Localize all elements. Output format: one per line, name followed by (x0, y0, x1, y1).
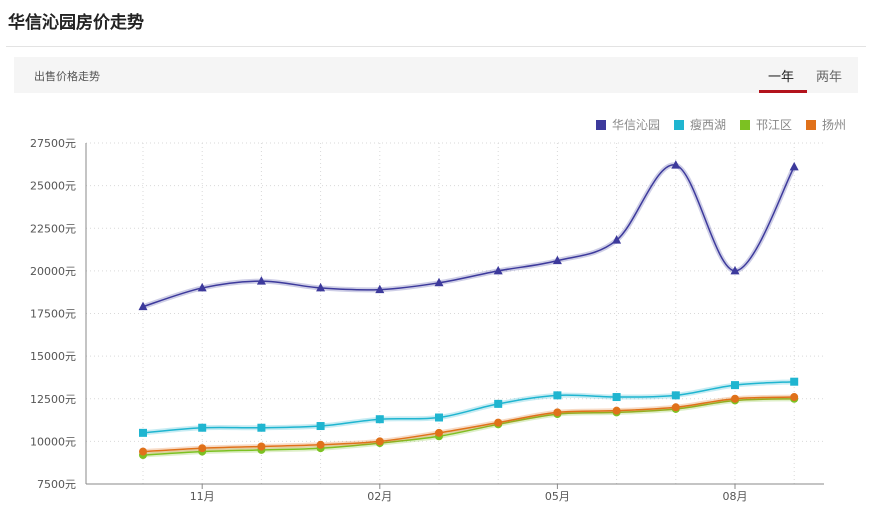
tab-one-year[interactable]: 一年 (768, 70, 795, 85)
data-point (257, 423, 266, 432)
chart-legend: 华信沁园 瘦西湖 邗江区 扬州 (595, 116, 846, 133)
data-point (612, 406, 621, 415)
data-point (790, 393, 799, 402)
tab-two-years[interactable]: 两年 (816, 70, 843, 85)
data-point (789, 161, 799, 171)
legend-label: 华信沁园 (611, 118, 660, 132)
legend-swatch (805, 119, 816, 130)
series-line (142, 164, 795, 308)
data-point (139, 447, 147, 456)
chart-type-label: 出售价格走势 (34, 70, 100, 83)
legend-item-shouxihu[interactable]: 瘦西湖 (673, 116, 726, 133)
y-tick-label: 7500元 (37, 478, 76, 491)
y-tick-label: 15000元 (30, 350, 76, 363)
series-line (142, 396, 795, 453)
data-point (316, 440, 325, 449)
data-point (552, 255, 562, 265)
legend-item-yangzhou[interactable]: 扬州 (805, 116, 846, 133)
data-point (671, 403, 680, 412)
x-tick-label: 05月 (545, 490, 570, 503)
data-point (198, 444, 207, 453)
legend-swatch (673, 119, 684, 130)
data-point (435, 413, 443, 422)
data-point (612, 393, 621, 402)
data-point (494, 418, 503, 427)
data-point (198, 423, 207, 432)
data-point (375, 415, 384, 424)
chart-toolbar: 出售价格走势 一年 两年 (14, 57, 858, 93)
data-point (730, 265, 740, 275)
legend-label: 扬州 (821, 118, 846, 132)
data-point (435, 428, 443, 437)
data-point (612, 235, 622, 244)
y-tick-label: 17500元 (30, 308, 76, 321)
x-tick-label: 11月 (190, 490, 215, 503)
y-tick-label: 10000元 (30, 435, 76, 448)
data-point (139, 428, 147, 437)
series-line (142, 398, 795, 456)
legend-swatch (595, 119, 606, 130)
data-point (494, 399, 503, 408)
y-tick-label: 25000元 (30, 180, 76, 193)
data-point (553, 408, 562, 417)
y-tick-label: 27500元 (30, 137, 76, 150)
data-point (197, 282, 207, 292)
y-tick-label: 20000元 (30, 265, 76, 278)
legend-item-hanjiang[interactable]: 邗江区 (739, 116, 792, 133)
data-point (316, 282, 326, 292)
data-point (731, 394, 739, 403)
x-tick-label: 08月 (723, 490, 748, 503)
data-point (257, 442, 266, 451)
data-point (790, 377, 799, 386)
series-line-halo (142, 162, 797, 310)
y-tick-label: 22500元 (30, 222, 76, 235)
data-point (256, 276, 266, 285)
data-point (731, 381, 739, 390)
active-tab-indicator (759, 90, 807, 93)
data-point (316, 422, 325, 431)
legend-swatch (739, 119, 750, 130)
data-point (493, 265, 503, 275)
legend-item-huaxin[interactable]: 华信沁园 (595, 116, 660, 133)
data-point (375, 437, 384, 446)
y-tick-label: 12500元 (30, 393, 76, 406)
data-point (434, 277, 444, 287)
data-point (138, 301, 148, 311)
data-point (671, 160, 681, 169)
x-tick-label: 02月 (367, 490, 392, 503)
data-point (671, 391, 680, 400)
series-line-halo (142, 394, 795, 455)
series-line (142, 380, 795, 434)
title-divider (6, 46, 866, 47)
legend-label: 邗江区 (755, 118, 792, 132)
page-title: 华信沁园房价走势 (8, 13, 144, 33)
data-point (375, 284, 385, 294)
data-point (553, 391, 562, 400)
legend-label: 瘦西湖 (689, 118, 726, 132)
